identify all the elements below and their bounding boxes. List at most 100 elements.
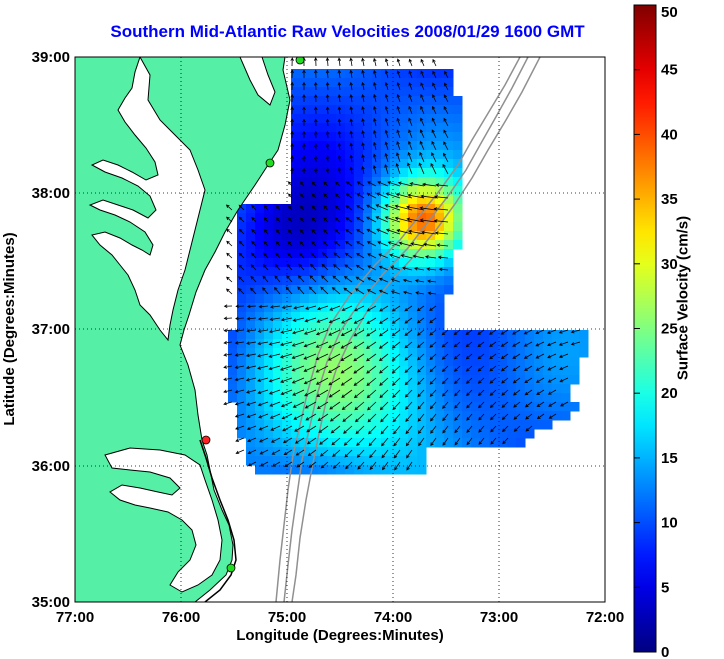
velocity-arrow <box>404 389 413 398</box>
velocity-arrow <box>407 193 425 199</box>
velocity-cell <box>462 384 472 394</box>
velocity-cell <box>300 150 310 160</box>
velocity-arrow <box>299 229 305 235</box>
velocity-cell <box>291 258 301 268</box>
velocity-cell <box>309 465 319 475</box>
velocity-cell <box>318 69 328 79</box>
velocity-cell <box>390 276 400 286</box>
velocity-cell <box>354 114 364 124</box>
velocity-arrow <box>373 141 377 151</box>
velocity-cell <box>381 123 391 133</box>
velocity-cell <box>498 420 508 430</box>
velocity-arrow <box>384 81 389 91</box>
velocity-arrow <box>442 413 449 422</box>
velocity-arrow <box>513 413 521 420</box>
velocity-cell <box>246 429 256 439</box>
velocity-cell <box>354 429 364 439</box>
velocity-cell <box>327 276 337 286</box>
velocity-arrow <box>384 70 389 79</box>
velocity-arrow <box>380 413 389 423</box>
velocity-cell <box>327 321 337 331</box>
velocity-arrow <box>524 365 533 371</box>
velocity-arrow <box>353 377 365 386</box>
velocity-cell <box>363 456 373 466</box>
velocity-cell <box>327 384 337 394</box>
velocity-arrows <box>223 57 581 471</box>
velocity-arrow <box>325 167 330 175</box>
velocity-cell <box>399 420 409 430</box>
velocity-arrow <box>302 118 306 127</box>
velocity-cell <box>291 321 301 331</box>
velocity-cell <box>516 366 526 376</box>
velocity-cell <box>318 168 328 178</box>
velocity-arrow <box>304 389 317 397</box>
velocity-arrow <box>257 401 269 407</box>
velocity-arrow <box>490 437 497 445</box>
velocity-cell <box>255 456 265 466</box>
velocity-cell <box>246 231 256 241</box>
velocity-cell <box>525 357 535 367</box>
velocity-cell <box>426 240 436 250</box>
velocity-cell <box>255 465 265 475</box>
velocity-cell <box>390 330 400 340</box>
velocity-arrow <box>320 275 329 283</box>
velocity-cell <box>309 285 319 295</box>
velocity-cell <box>408 357 418 367</box>
velocity-cell <box>255 222 265 232</box>
velocity-arrow <box>477 389 485 396</box>
velocity-arrow <box>268 329 281 334</box>
velocity-cell <box>498 393 508 403</box>
velocity-arrow <box>314 118 318 127</box>
velocity-cell <box>399 294 409 304</box>
velocity-arrow <box>376 192 389 199</box>
velocity-cell <box>399 303 409 313</box>
velocity-arrow <box>431 152 437 163</box>
velocity-cell <box>309 87 319 97</box>
velocity-arrow <box>286 263 293 271</box>
velocity-cell <box>354 132 364 142</box>
velocity-cell <box>390 231 400 241</box>
velocity-cell <box>444 69 454 79</box>
y-axis-ticks: 39:00 38:00 37:00 36:00 35:00 <box>32 49 70 611</box>
velocity-cell <box>444 285 454 295</box>
velocity-arrow <box>333 264 341 271</box>
velocity-cell <box>336 204 346 214</box>
velocity-arrow <box>331 287 341 295</box>
velocity-cell <box>255 348 265 358</box>
velocity-cell <box>237 384 247 394</box>
velocity-cell <box>354 96 364 106</box>
velocity-arrow <box>234 353 245 357</box>
velocity-cell <box>345 366 355 376</box>
velocity-cell <box>363 402 373 412</box>
velocity-cell <box>372 420 382 430</box>
velocity-arrow <box>341 389 353 398</box>
velocity-cell <box>318 285 328 295</box>
velocity-arrow <box>396 105 401 115</box>
velocity-cell <box>444 258 454 268</box>
velocity-arrow <box>466 413 473 421</box>
velocity-arrow <box>322 252 329 259</box>
velocity-cell <box>390 447 400 457</box>
velocity-cell <box>390 267 400 277</box>
velocity-cell <box>417 285 427 295</box>
velocity-cell <box>255 258 265 268</box>
velocity-cell <box>300 321 310 331</box>
velocity-cell <box>309 213 319 223</box>
velocity-cell <box>444 177 454 187</box>
velocity-cell <box>390 411 400 421</box>
velocity-arrow <box>443 129 449 139</box>
velocity-cell <box>426 87 436 97</box>
velocity-cell <box>264 258 274 268</box>
velocity-cell <box>345 429 355 439</box>
velocity-cell <box>408 186 418 196</box>
velocity-arrow <box>223 353 233 357</box>
velocity-arrow <box>409 182 425 187</box>
velocity-cell <box>264 276 274 286</box>
velocity-arrow <box>379 389 389 399</box>
velocity-cell <box>399 438 409 448</box>
velocity-cell <box>363 204 373 214</box>
velocity-cell <box>273 357 283 367</box>
velocity-arrow <box>290 143 294 151</box>
velocity-arrow <box>384 163 389 175</box>
